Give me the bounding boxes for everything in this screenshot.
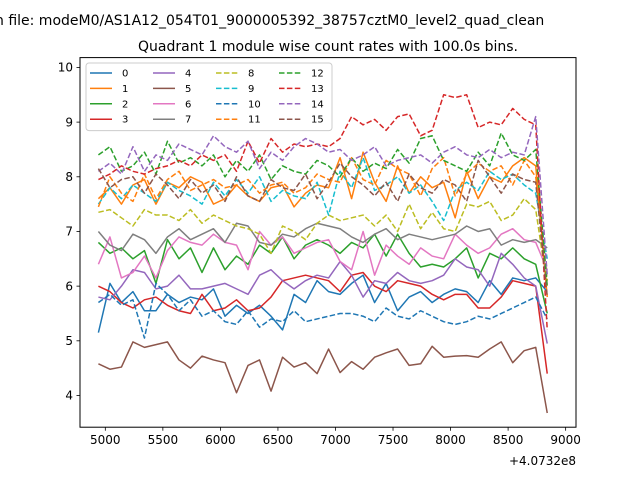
x-tick-label: 8500 bbox=[493, 433, 524, 447]
series-line-10 bbox=[97, 282, 548, 339]
series-line-5 bbox=[98, 341, 548, 414]
x-tick-label: 5500 bbox=[148, 433, 179, 447]
series-line-7 bbox=[97, 222, 548, 255]
x-offset-label: +4.0732e8 bbox=[509, 454, 576, 468]
x-tick-label: 9000 bbox=[550, 433, 581, 447]
series-line-6 bbox=[97, 227, 548, 279]
y-tick-label: 6 bbox=[65, 279, 73, 293]
x-tick-label: 8000 bbox=[435, 433, 466, 447]
legend-label-13: 13 bbox=[311, 84, 324, 95]
legend-label-7: 7 bbox=[185, 115, 191, 126]
x-tick-label: 7000 bbox=[320, 433, 351, 447]
y-tick-label: 10 bbox=[58, 61, 73, 75]
legend-box bbox=[85, 62, 333, 132]
series-line-11 bbox=[97, 156, 548, 281]
series-line-2 bbox=[97, 233, 548, 314]
legend-label-0: 0 bbox=[122, 69, 128, 80]
legend-label-8: 8 bbox=[248, 69, 254, 80]
chart-title: Quadrant 1 module wise count rates with … bbox=[138, 39, 518, 55]
series-line-1 bbox=[97, 151, 548, 298]
x-tick-label: 5000 bbox=[90, 433, 121, 447]
series-line-4 bbox=[98, 252, 548, 344]
x-tick-label: 6500 bbox=[263, 433, 294, 447]
legend-label-15: 15 bbox=[311, 115, 324, 126]
y-tick-label: 7 bbox=[65, 225, 73, 239]
y-axis: 4 5 6 7 8 9 10 bbox=[58, 61, 80, 403]
series-line-9 bbox=[97, 156, 548, 259]
legend-label-12: 12 bbox=[311, 69, 324, 80]
series-line-13 bbox=[98, 94, 548, 330]
series-line-3 bbox=[98, 271, 548, 374]
legend-label-11: 11 bbox=[248, 115, 261, 126]
legend-label-4: 4 bbox=[185, 69, 191, 80]
legend-label-5: 5 bbox=[185, 84, 191, 95]
plot-area bbox=[97, 94, 548, 414]
series-line-0 bbox=[97, 274, 548, 333]
plot-frame bbox=[79, 57, 577, 428]
legend-label-6: 6 bbox=[185, 99, 191, 110]
y-tick-label: 4 bbox=[65, 389, 73, 403]
figure-suptitle: n file: modeM0/AS1A12_054T01_9000005392_… bbox=[0, 13, 544, 29]
legend-label-1: 1 bbox=[122, 84, 128, 95]
y-tick-label: 9 bbox=[65, 115, 73, 129]
x-axis: 5000 5500 6000 6500 7000 7500 8000 8500 9000 bbox=[90, 427, 581, 447]
legend-label-10: 10 bbox=[248, 99, 261, 110]
series-line-15 bbox=[97, 159, 548, 298]
legend-label-9: 9 bbox=[248, 84, 254, 95]
legend-label-14: 14 bbox=[311, 99, 324, 110]
y-tick-label: 5 bbox=[65, 334, 73, 348]
x-tick-label: 6000 bbox=[205, 433, 236, 447]
legend-label-2: 2 bbox=[122, 99, 128, 110]
legend-label-3: 3 bbox=[122, 115, 128, 126]
series-line-8 bbox=[98, 197, 548, 287]
series-line-14 bbox=[97, 115, 548, 276]
y-tick-label: 8 bbox=[65, 170, 73, 184]
x-tick-label: 7500 bbox=[378, 433, 409, 447]
